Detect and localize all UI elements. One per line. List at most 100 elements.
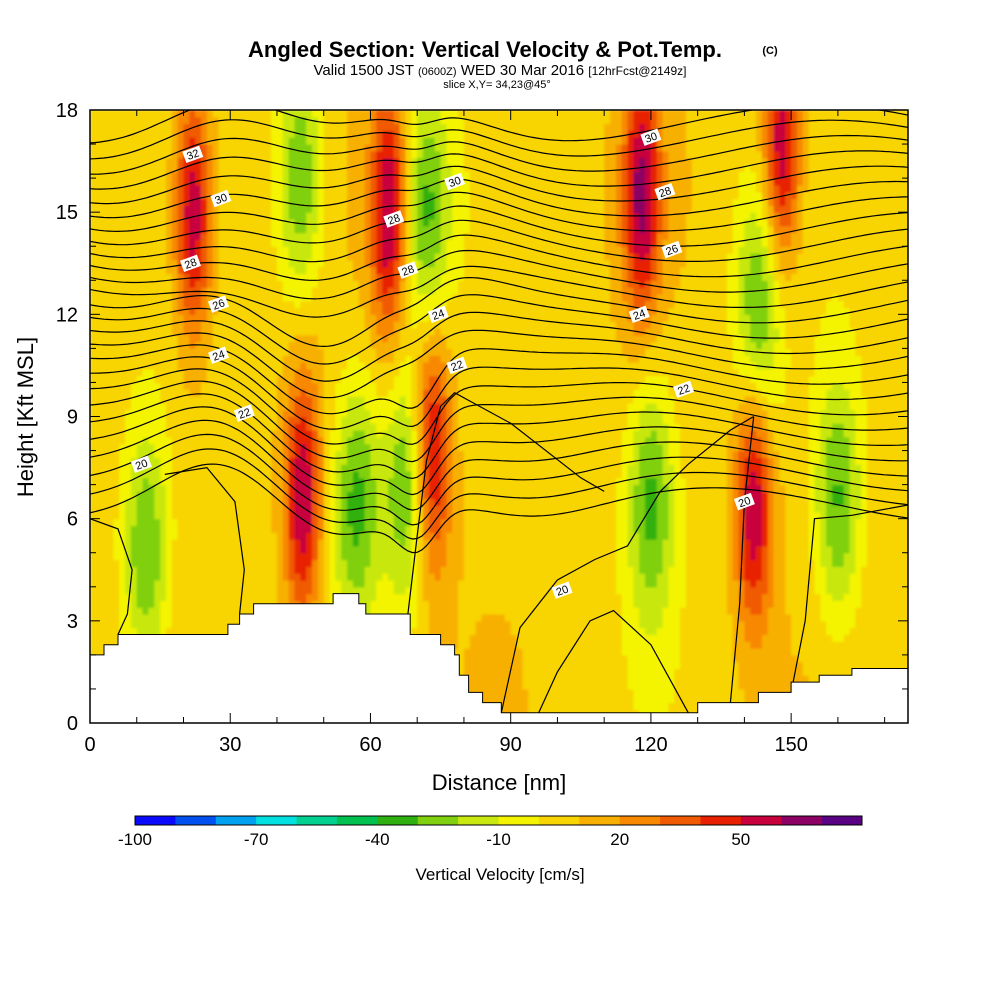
velocity-cell [201,327,208,336]
velocity-cell [113,559,120,567]
velocity-cell [329,198,336,206]
velocity-cell [411,579,418,588]
velocity-cell [218,607,225,615]
velocity-cell [358,579,366,588]
velocity-cell [312,416,319,424]
velocity-cell [189,620,196,629]
velocity-cell [341,293,348,302]
velocity-cell [195,307,202,315]
velocity-cell [387,191,395,200]
velocity-cell [130,402,138,411]
velocity-cell [136,389,144,397]
velocity-cell [107,416,114,424]
velocity-cell [387,539,395,547]
velocity-cell [288,178,296,186]
velocity-cell [364,178,372,186]
velocity-cell [206,532,214,540]
velocity-cell [282,436,290,445]
velocity-cell [195,443,202,452]
velocity-cell [224,464,231,472]
velocity-cell [195,539,202,547]
velocity-cell [119,300,126,309]
velocity-cell [288,246,296,254]
velocity-cell [90,259,97,268]
velocity-cell [195,484,202,493]
velocity-cell [212,205,220,213]
velocity-cell [352,205,360,213]
velocity-cell [148,184,155,193]
velocity-cell [107,362,114,370]
velocity-cell [218,157,225,166]
velocity-cell [212,225,220,234]
velocity-cell [352,246,360,254]
velocity-cell [119,232,126,241]
velocity-cell [212,525,220,533]
velocity-cell [201,355,208,363]
velocity-cell [90,634,97,642]
velocity-cell [136,498,144,506]
velocity-cell [317,539,325,547]
velocity-cell [247,539,255,547]
velocity-cell [142,505,150,513]
velocity-cell [218,464,225,472]
velocity-cell [265,491,272,499]
velocity-cell [329,518,336,527]
velocity-cell [352,157,360,166]
velocity-cell [90,334,97,343]
velocity-cell [247,205,255,213]
velocity-cell [160,402,167,411]
velocity-cell [405,293,412,302]
velocity-cell [206,341,214,349]
velocity-cell [265,273,272,281]
velocity-cell [358,396,366,404]
velocity-cell [165,273,173,281]
velocity-cell [276,171,284,179]
velocity-cell [177,532,185,540]
velocity-cell [300,348,307,356]
velocity-cell [382,423,389,431]
velocity-cell [288,355,296,363]
velocity-cell [160,573,167,581]
velocity-cell [317,498,325,506]
velocity-cell [183,532,190,540]
velocity-cell [119,178,126,186]
velocity-cell [218,382,225,390]
velocity-cell [271,491,278,499]
velocity-cell [165,464,173,472]
velocity-cell [165,198,173,206]
velocity-cell [101,307,109,315]
velocity-cell [136,430,144,438]
velocity-cell [393,300,401,309]
velocity-cell [177,150,185,159]
velocity-cell [271,545,278,554]
velocity-cell [294,144,301,152]
velocity-cell [294,450,301,458]
velocity-cell [341,368,348,377]
velocity-cell [364,368,372,377]
velocity-cell [288,273,296,281]
velocity-cell [241,498,249,506]
velocity-cell [119,116,126,125]
velocity-cell [148,389,155,397]
velocity-cell [177,627,185,636]
velocity-cell [136,293,144,302]
velocity-cell [376,382,383,390]
velocity-cell [183,586,190,595]
velocity-cell [201,586,208,595]
velocity-cell [230,552,237,561]
velocity-cell [358,362,366,370]
velocity-cell [382,511,389,520]
velocity-cell [387,457,395,465]
velocity-cell [165,491,173,499]
velocity-cell [236,307,243,315]
velocity-cell [364,218,372,227]
velocity-cell [341,409,348,418]
velocity-cell [405,375,412,384]
velocity-cell [341,430,348,438]
velocity-cell [142,423,150,431]
velocity-cell [119,409,126,418]
velocity-cell [171,218,179,227]
velocity-cell [195,477,202,486]
velocity-cell [218,579,225,588]
velocity-cell [370,573,377,581]
